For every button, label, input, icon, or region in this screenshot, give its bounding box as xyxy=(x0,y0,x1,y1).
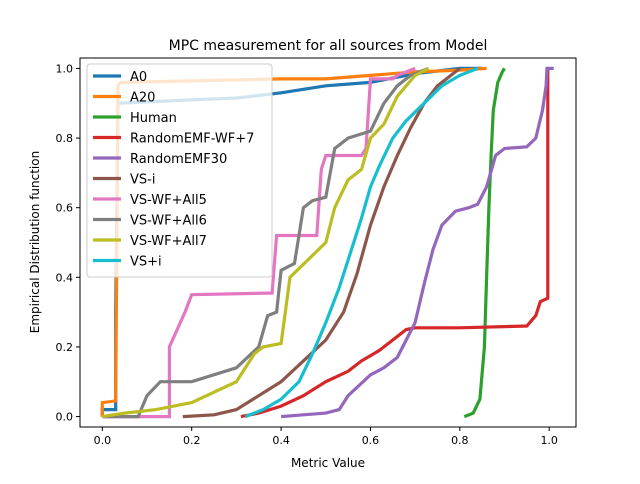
legend-label-6: VS-WF+All5 xyxy=(130,193,207,208)
series-line-3 xyxy=(240,68,550,419)
x-tick-label: 0.8 xyxy=(451,434,469,447)
legend-box xyxy=(86,63,273,278)
x-tick-label: 0.2 xyxy=(183,434,201,447)
series-line-6 xyxy=(102,66,416,419)
x-tick-label: 1.0 xyxy=(540,434,558,447)
y-axis: 0.0 0.2 0.4 0.6 0.8 1.0 xyxy=(56,62,80,424)
y-tick-label: 0.4 xyxy=(56,271,74,284)
legend-label-5: VS-i xyxy=(130,173,155,188)
y-tick-label: 0.8 xyxy=(56,132,74,145)
series-line-8 xyxy=(102,66,430,419)
x-axis: 0.0 0.2 0.4 0.6 0.8 1.0 xyxy=(94,427,558,447)
y-tick-label: 0.2 xyxy=(56,341,74,354)
series-layer xyxy=(100,66,554,419)
legend: A0 A20 Human RandomEMF-WF+7 RandomEMF30 VS-i V… xyxy=(86,63,273,278)
series-line-2 xyxy=(463,67,506,419)
legend-label-1: A20 xyxy=(130,91,155,106)
legend-label-2: Human xyxy=(130,111,177,126)
x-tick-label: 0.0 xyxy=(94,434,112,447)
legend-label-8: VS-WF+All7 xyxy=(130,234,207,249)
y-tick-label: 1.0 xyxy=(56,62,74,75)
y-tick-label: 0.0 xyxy=(56,411,74,424)
legend-label-0: A0 xyxy=(130,70,147,85)
legend-label-3: RandomEMF-WF+7 xyxy=(130,132,254,147)
plot-frame xyxy=(79,57,577,428)
legend-label-9: VS+i xyxy=(130,255,162,270)
legend-label-4: RandomEMF30 xyxy=(130,152,227,167)
series-line-9 xyxy=(244,66,479,419)
chart-title: MPC measurement for all sources from Mod… xyxy=(169,38,488,54)
series-line-1 xyxy=(100,66,487,417)
x-tick-label: 0.4 xyxy=(272,434,290,447)
x-axis-label: Metric Value xyxy=(291,456,365,470)
x-tick-label: 0.6 xyxy=(362,434,380,447)
y-tick-label: 0.6 xyxy=(56,202,74,215)
y-axis-label: Empirical Distribution function xyxy=(28,151,42,333)
series-line-7 xyxy=(102,66,430,419)
series-line-4 xyxy=(280,66,554,419)
legend-label-7: VS-WF+All6 xyxy=(130,214,207,229)
